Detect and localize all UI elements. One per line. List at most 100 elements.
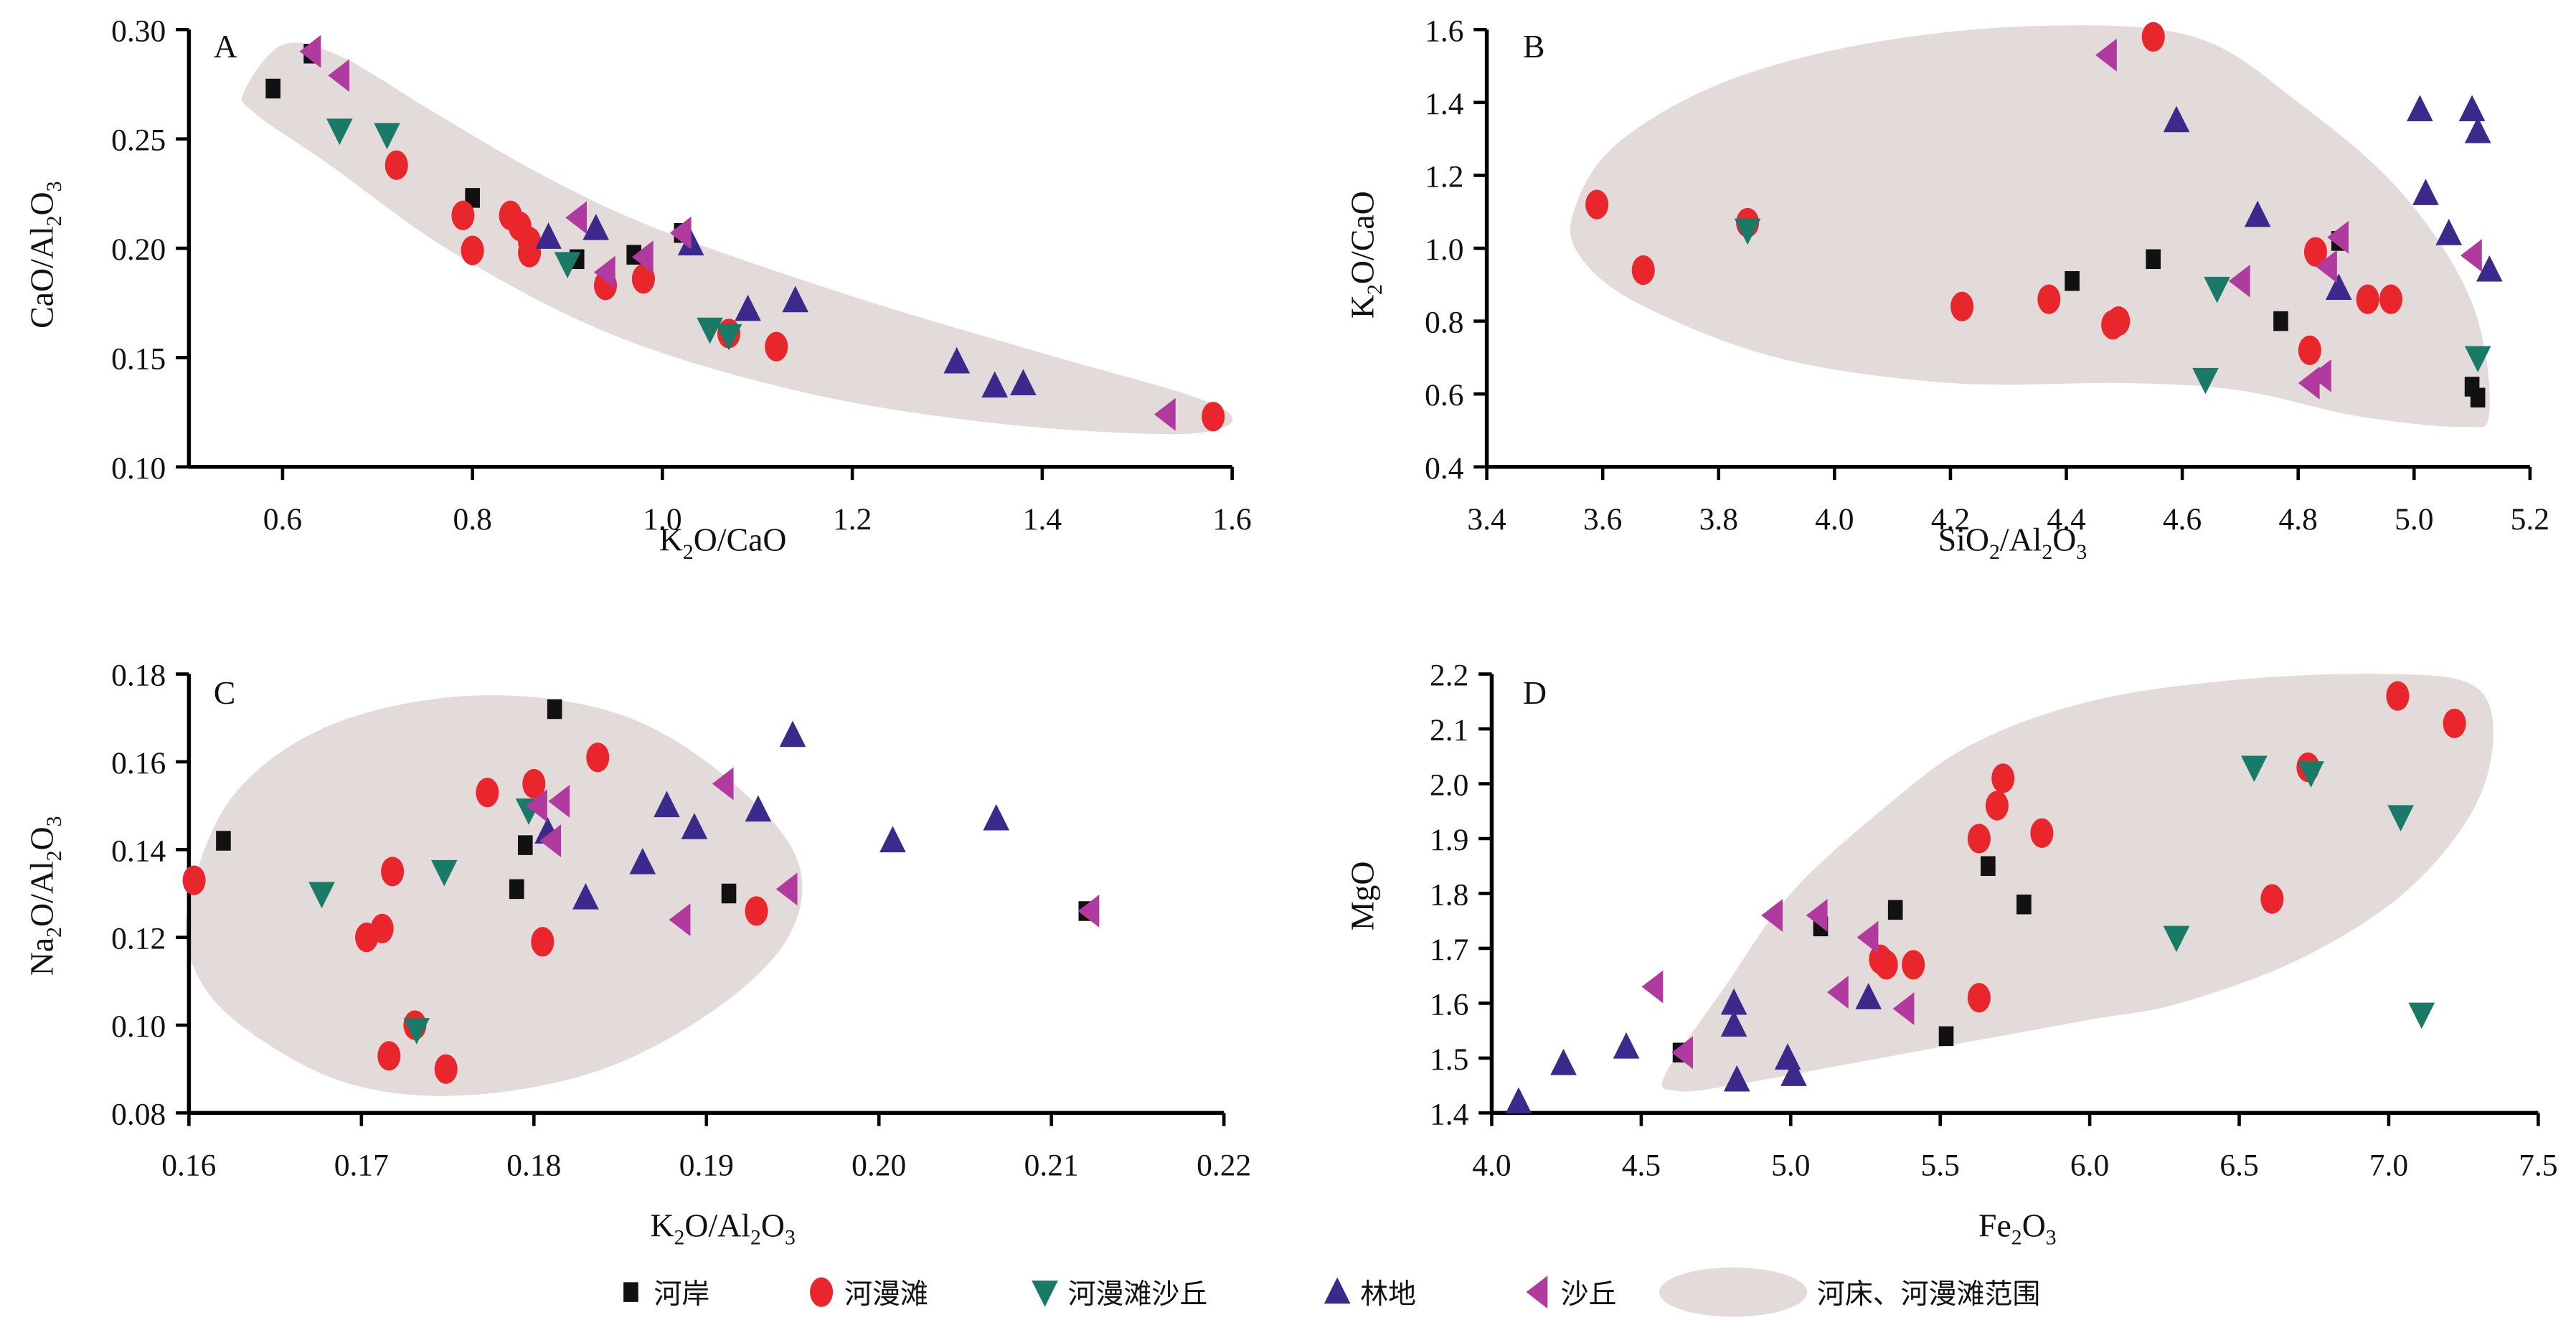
- data-point: [1723, 1065, 1750, 1092]
- y-tick-label-b: 1.2: [1425, 159, 1463, 194]
- series-b-hemantan_shaqiu: [1734, 218, 2491, 395]
- data-point: [2260, 884, 2284, 914]
- data-point: [531, 927, 555, 957]
- data-point: [1985, 791, 2009, 821]
- series-a-lindi: [535, 213, 1037, 398]
- x-axis-title-c: K2O/Al2O3: [650, 1207, 795, 1249]
- data-point: [1855, 983, 1882, 1009]
- data-point: [2356, 284, 2379, 314]
- data-point: [1991, 763, 2015, 793]
- x-tick-label-c: 0.18: [506, 1148, 561, 1182]
- x-tick-label-c: 0.22: [1197, 1148, 1251, 1182]
- data-point: [434, 1054, 458, 1084]
- data-point: [782, 286, 809, 313]
- panel-a: A K2O/CaO CaO/Al2O3: [23, 28, 786, 564]
- x-axis-title-d: Fe2O3: [1978, 1207, 2057, 1249]
- data-point: [2298, 335, 2321, 365]
- range-region-a: [242, 42, 1233, 435]
- data-point: [2470, 387, 2486, 408]
- range-region-d: [1662, 674, 2494, 1092]
- range-region-b: [1570, 25, 2490, 428]
- data-point: [370, 913, 394, 944]
- data-point: [654, 791, 680, 818]
- data-point: [539, 824, 562, 857]
- x-tick-label-d: 4.5: [1622, 1148, 1661, 1182]
- data-point: [374, 123, 400, 150]
- x-tick-label-d: 5.5: [1921, 1148, 1960, 1182]
- legend-marker-triangle-left: [1526, 1276, 1548, 1309]
- plot-d: 4.0 4.5 5.0 5.5 6.0 6.5 7.0 7.5 1.4 1.5 1.6 1.7 1.8 1…: [1430, 659, 2557, 1183]
- data-point: [2163, 925, 2190, 953]
- data-point: [2435, 219, 2463, 245]
- y-tick-label-d: 1.8: [1430, 877, 1468, 912]
- panel-letter-c: C: [214, 674, 236, 711]
- x-tick-label-b: 5.2: [2511, 502, 2549, 537]
- data-point: [879, 826, 906, 853]
- data-point: [1892, 992, 1915, 1025]
- data-point: [2316, 250, 2337, 283]
- data-point: [681, 813, 708, 839]
- data-point: [572, 882, 599, 910]
- legend-marker-circle: [810, 1277, 834, 1307]
- y-tick-label-d: 2.1: [1430, 713, 1468, 748]
- data-point: [547, 699, 562, 720]
- x-tick-label-c: 0.19: [679, 1148, 734, 1182]
- y-tick-label-d: 1.6: [1430, 987, 1468, 1022]
- data-point: [554, 252, 581, 278]
- y-tick-label-c: 0.08: [111, 1097, 166, 1131]
- x-tick-label-b: 4.8: [2279, 502, 2318, 537]
- data-point: [721, 883, 737, 904]
- data-point: [669, 903, 691, 937]
- series-a-shaqiu: [299, 34, 1176, 431]
- series-a-hemantan: [384, 150, 1225, 432]
- data-point: [1720, 988, 1747, 1015]
- data-point: [328, 59, 350, 93]
- legend-swatch-range: [1659, 1267, 1808, 1317]
- data-point: [1671, 1036, 1693, 1070]
- series-d-shaqiu: [1641, 899, 1915, 1070]
- y-tick-label-b: 0.6: [1425, 378, 1463, 412]
- data-point: [2163, 105, 2190, 133]
- data-point: [2408, 1002, 2435, 1029]
- series-b-shaqiu: [2095, 38, 2482, 400]
- legend-item-range: 河床、河漫滩范围: [1659, 1267, 2040, 1317]
- data-point: [586, 742, 610, 773]
- x-tick-label-d: 5.0: [1771, 1148, 1810, 1182]
- data-point: [2387, 805, 2414, 832]
- data-point: [715, 324, 742, 351]
- data-point: [779, 720, 806, 748]
- series-c-hemantan: [182, 742, 768, 1084]
- x-tick-label-d: 6.0: [2070, 1148, 2109, 1182]
- data-point: [1967, 824, 1991, 854]
- data-point: [535, 222, 562, 249]
- y-tick-label-a: 0.25: [111, 123, 166, 158]
- data-point: [2146, 249, 2161, 270]
- y-tick-label-a: 0.10: [111, 451, 166, 486]
- data-point: [565, 201, 588, 235]
- y-tick-label-c: 0.14: [111, 834, 166, 868]
- data-point: [1780, 1060, 1807, 1086]
- data-point: [326, 118, 353, 146]
- data-point: [1902, 950, 1925, 980]
- panel-c: C K2O/Al2O3 Na2O/Al2O3: [23, 674, 796, 1250]
- legend-label: 河床、河漫滩范围: [1817, 1278, 2040, 1311]
- data-point: [1806, 899, 1828, 932]
- y-tick-label-d: 1.7: [1430, 933, 1468, 967]
- data-point: [983, 803, 1010, 831]
- x-tick-label-d: 6.5: [2219, 1148, 2258, 1182]
- data-point: [631, 264, 655, 294]
- data-point: [2325, 273, 2352, 300]
- data-point: [631, 240, 654, 274]
- x-axis-title-a: K2O/CaO: [659, 522, 787, 564]
- plot-a: 0.6 0.8 1.0 1.2 1.4 1.6 0.10 0.15 0.20 0.25 0.30: [111, 14, 1252, 537]
- data-point: [1010, 369, 1037, 396]
- data-point: [2464, 116, 2491, 143]
- y-tick-label-b: 1.4: [1425, 87, 1464, 121]
- x-tick-label-b: 5.0: [2395, 502, 2433, 537]
- data-point: [1077, 895, 1100, 928]
- data-point: [1950, 291, 1974, 321]
- data-point: [526, 789, 547, 823]
- data-point: [2095, 38, 2117, 72]
- x-tick-label-d: 7.0: [2369, 1148, 2408, 1182]
- x-tick-label-c: 0.17: [334, 1148, 389, 1182]
